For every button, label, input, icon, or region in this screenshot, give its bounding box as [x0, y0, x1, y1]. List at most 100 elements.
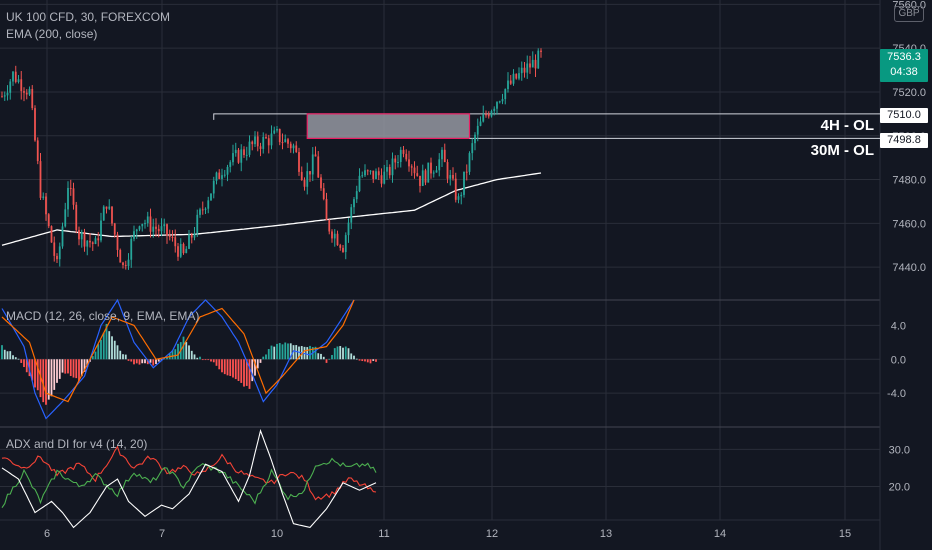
macd-histogram-bar [138, 359, 141, 365]
macd-histogram-bar [146, 359, 149, 365]
currency-badge[interactable]: GBP [894, 6, 924, 22]
candles [1, 48, 542, 270]
candle-body [375, 171, 377, 179]
candle-body [251, 141, 254, 145]
macd-histogram-bar [369, 359, 372, 364]
ema-legend: EMA (200, close) [6, 27, 98, 41]
price-tick-label: 7460.0 [892, 218, 926, 230]
candle-body [303, 180, 306, 187]
adx-pane [1, 428, 377, 529]
candle-body [347, 222, 350, 236]
candle-body [410, 166, 413, 168]
candle-body [152, 226, 155, 232]
candle-body [333, 233, 336, 239]
candle-body [262, 136, 265, 149]
macd-histogram-bar [234, 359, 237, 380]
macd-histogram-bar [353, 355, 355, 360]
macd-histogram-bar [207, 359, 210, 361]
candle-body [267, 138, 270, 146]
last-price: 7536.3 [887, 51, 921, 63]
macd-histogram-bar [212, 359, 215, 363]
macd-histogram-bar [215, 359, 218, 366]
candle-body [344, 235, 347, 253]
bar-countdown: 04:38 [890, 66, 918, 78]
candle-body [50, 226, 53, 243]
macd-histogram-bar [3, 349, 6, 360]
candle-body [166, 224, 168, 236]
candle-body [91, 242, 94, 244]
order-block-zone[interactable] [306, 113, 880, 139]
macd-histogram-bar [276, 343, 278, 360]
candle-body [113, 223, 116, 235]
candle-body [386, 167, 388, 172]
candle-body [298, 152, 300, 172]
candle-body [424, 170, 427, 183]
candle-body [72, 188, 75, 205]
candle-body [270, 133, 273, 146]
macd-histogram-bar [133, 359, 135, 365]
price-tick-label: 7440.0 [892, 262, 926, 274]
macd-tick-label: -4.0 [887, 388, 906, 400]
candle-body [135, 229, 138, 232]
macd-histogram-bar [366, 359, 369, 363]
time-tick-label: 10 [271, 528, 283, 540]
ema-200-path [1, 172, 542, 246]
candle-body [421, 170, 424, 186]
macd-histogram-bar [9, 351, 12, 360]
candle-body [207, 200, 210, 209]
candle-body [6, 92, 9, 96]
candle-body [342, 247, 344, 253]
adx-line [1, 428, 377, 529]
candle-body [498, 101, 501, 103]
macd-histogram-bar [188, 345, 190, 360]
candle-body [476, 125, 479, 135]
macd-histogram-bar [328, 358, 331, 360]
candle-body [454, 178, 457, 200]
macd-histogram-bar [42, 359, 45, 403]
level-4h-price-tag: 7510.0 [880, 108, 928, 123]
candle-body [328, 220, 331, 232]
macd-histogram-bar [86, 359, 89, 367]
candle-body [300, 171, 303, 181]
macd-histogram-bar [364, 359, 366, 362]
macd-histogram-bar [177, 343, 179, 360]
macd-histogram-bar [75, 359, 78, 379]
candle-body [309, 171, 311, 175]
candle-body [254, 136, 256, 145]
candle-body [325, 199, 328, 221]
candle-body [534, 59, 537, 69]
macd-histogram-bar [350, 353, 353, 360]
price-tick-label: 7560.0 [892, 0, 926, 11]
macd-tick-label: 4.0 [891, 320, 906, 332]
candle-body [119, 249, 122, 263]
candle-body [366, 170, 369, 172]
candle-body [353, 199, 355, 208]
macd-histogram-bar [56, 359, 58, 383]
time-tick-label: 13 [600, 528, 612, 540]
candle-body [210, 193, 212, 201]
macd-histogram-bar [149, 359, 152, 363]
candle-body [482, 114, 485, 122]
macd-histogram-bar [254, 359, 256, 376]
candle-body [287, 139, 289, 144]
macd-histogram-bar [314, 346, 317, 360]
candle-body [380, 175, 383, 184]
macd-histogram-bar [185, 342, 188, 360]
candle-body [122, 262, 124, 265]
candle-body [248, 141, 251, 155]
candle-body [196, 214, 199, 234]
candle-body [36, 140, 39, 162]
candle-body [427, 162, 430, 183]
macd-histogram-bar [240, 359, 243, 383]
candle-body [58, 246, 61, 260]
candle-body [245, 154, 248, 156]
candle-body [229, 162, 232, 167]
macd-histogram-bar [320, 353, 322, 360]
candle-body [124, 264, 127, 266]
candle-body [28, 88, 31, 95]
candle-body [383, 171, 386, 184]
candle-body [182, 243, 185, 254]
candle-body [314, 154, 317, 157]
candle-body [408, 159, 410, 167]
